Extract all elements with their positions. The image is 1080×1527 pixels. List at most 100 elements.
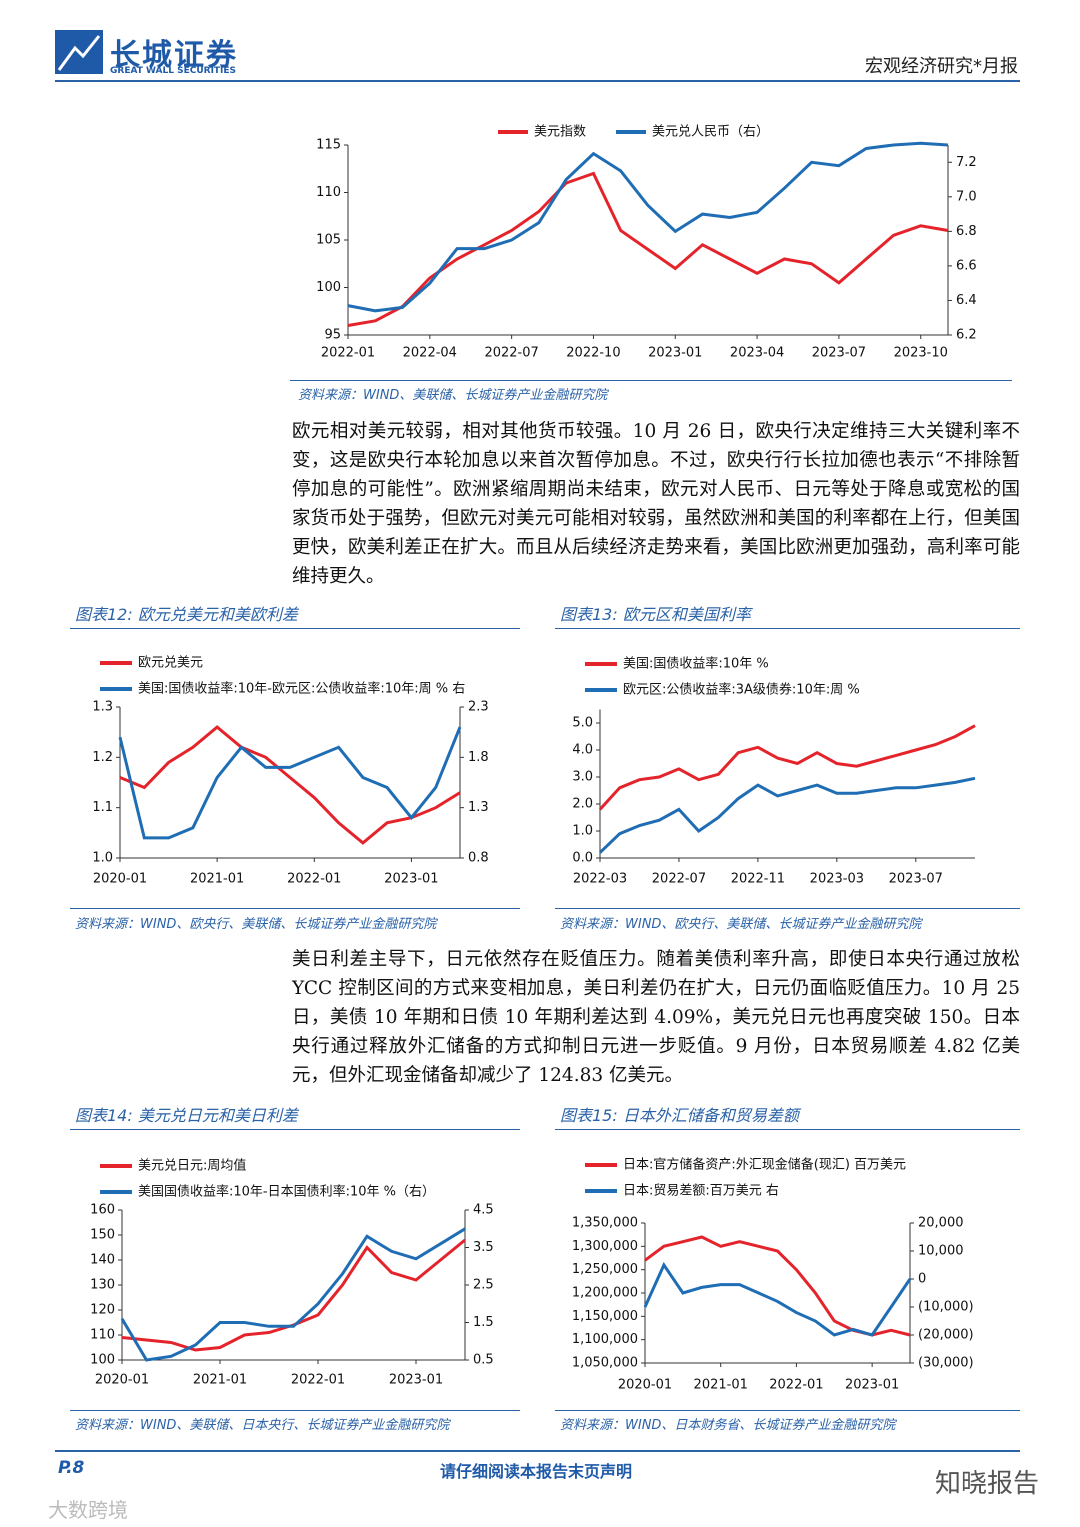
y2-tick-label: 4.5 [473,1203,494,1218]
caption: 图表15: 日本外汇储备和贸易差额 [560,1106,799,1125]
y-tick-label: 1,100,000 [572,1332,638,1347]
chart: 0.0 1.0 2.0 3.0 4.0 5.0 2022-03 2022-07 2022-11 2… [572,656,976,887]
rule [290,380,1012,381]
company-en: GREAT WALL SECURITIES [110,66,237,76]
series-line [598,776,976,854]
rule [555,1129,1020,1130]
y2-tick-label: 2.3 [468,700,489,715]
y-tick-label: 150 [90,1228,115,1243]
x-tick-label: 2022-10 [566,346,620,361]
logo [55,30,103,74]
legend-label: 欧元兑美元 [138,656,203,671]
x-tick-label: 2022-01 [321,346,375,361]
header-rule [55,80,1020,82]
y2-tick-label: 6.6 [956,258,977,273]
x-tick-label: 2023-03 [810,872,864,887]
legend-label: 日本:贸易差额:百万美元 右 [623,1184,779,1199]
source: 资料来源：WIND、日本财务省、长城证券产业金融研究院 [560,1418,896,1433]
x-tick-label: 2021-01 [193,1373,247,1388]
x-tick-label: 2020-01 [93,872,147,887]
source: 资料来源：WIND、欧央行、美联储、长城证券产业金融研究院 [560,917,922,932]
y-tick-label: 5.0 [572,716,593,731]
company: 长城证券 [110,38,238,73]
x-tick-label: 2022-07 [484,346,538,361]
x-tick-label: 2023-04 [730,346,784,361]
x-tick-label: 2021-01 [190,872,244,887]
source: 资料来源：WIND、美联储、日本央行、长城证券产业金融研究院 [75,1418,450,1433]
y-tick-label: 115 [316,138,341,153]
report-type: 宏观经济研究*月报 [865,56,1018,77]
y-tick-label: 4.0 [572,743,593,758]
x-tick-label: 2022-07 [652,872,706,887]
y2-tick-label: 0.8 [468,851,489,866]
y2-tick-label: 10,000 [918,1244,964,1259]
y2-tick-label: 0.5 [473,1353,494,1368]
y-tick-label: 1,200,000 [572,1286,638,1301]
rule [555,1410,1020,1411]
y2-tick-label: 7.0 [956,189,977,204]
x-tick-label: 2022-01 [291,1373,345,1388]
paragraph: 美日利差主导下，日元依然存在贬值压力。随着美债利率升高，即使日本央行通过放松 Y… [292,949,1020,1086]
y-tick-label: 1,050,000 [572,1356,638,1371]
y-tick-label: 110 [90,1328,115,1343]
y-tick-label: 0.0 [572,851,593,866]
legend-label: 日本:官方储备资产:外汇现金储备(现汇) 百万美元 [623,1157,906,1173]
footer-rule [55,1450,1020,1452]
y-tick-label: 2.0 [572,797,593,812]
rule [70,908,520,909]
y-tick-label: 1.1 [92,800,113,815]
y-tick-label: 110 [316,185,341,200]
legend-label: 美元兑人民币（右） [652,125,769,140]
y2-tick-label: 7.2 [956,155,977,170]
watermark: 知晓报告 [935,1469,1040,1499]
y-tick-label: 105 [316,233,341,248]
chart: 1.0 1.1 1.2 1.3 0.8 1.3 1.8 2.3 2020-01 2021-01 20… [92,656,489,887]
y2-tick-label: 1.3 [468,800,489,815]
series-line [118,726,462,840]
rule [70,628,520,629]
source: 资料来源：WIND、欧央行、美联储、长城证券产业金融研究院 [75,917,437,932]
x-tick-label: 2022-04 [403,346,457,361]
rule [555,908,1020,909]
y-tick-label: 95 [324,328,341,343]
y-tick-label: 100 [316,280,341,295]
legend-label: 美国:国债收益率:10年-欧元区:公债收益率:10年:周 % 右 [138,681,465,697]
x-tick-label: 2022-11 [731,872,785,887]
y-tick-label: 1.0 [92,851,113,866]
y-tick-label: 3.0 [572,770,593,785]
chart: 100 110 120 130 140 150 160 0.5 1.5 2.5 3.5 4.5 2020… [90,1158,494,1388]
x-tick-label: 2021-01 [694,1378,748,1391]
y-tick-label: 140 [90,1253,115,1268]
rule [70,1129,520,1130]
y2-tick-label: (30,000) [918,1356,974,1371]
y-tick-label: 1,250,000 [572,1262,638,1277]
footer-notice: 请仔细阅读本报告末页声明 [440,1462,633,1481]
caption: 图表14: 美元兑日元和美日利差 [75,1106,298,1125]
watermark: 大数跨境 [48,1498,128,1522]
series-line [644,1235,911,1337]
x-tick-label: 2023-07 [812,346,866,361]
x-tick-label: 2023-01 [389,1373,443,1388]
chart: 1,050,000 1,100,000 1,150,000 1,200,000 1,25… [572,1157,974,1391]
page-number: P.8 [58,1458,85,1478]
y2-tick-label: 20,000 [918,1216,964,1231]
caption: 图表13: 欧元区和美国利率 [560,605,751,624]
paragraph: 欧元相对美元较弱，相对其他货币较强。10 月 26 日，欧央行决定维持三大关键利… [292,421,1020,587]
y-tick-label: 120 [90,1303,115,1318]
x-tick-label: 2023-07 [889,872,943,887]
legend-label: 美元指数 [534,125,586,140]
y-tick-label: 130 [90,1278,115,1293]
x-tick-label: 2022-01 [287,872,341,887]
series-line [643,1261,912,1337]
y2-tick-label: 2.5 [473,1278,494,1293]
x-tick-label: 2023-01 [384,872,438,887]
series-line [120,1227,466,1362]
x-tick-label: 2020-01 [618,1378,672,1391]
x-tick-label: 2022-03 [573,872,627,887]
y2-tick-label: 6.2 [956,328,977,343]
x-tick-label: 2023-01 [648,346,702,361]
y2-tick-label: 6.4 [956,293,977,308]
legend-label: 美元兑日元:周均值 [138,1158,246,1174]
source: 资料来源：WIND、美联储、长城证券产业金融研究院 [298,388,608,403]
